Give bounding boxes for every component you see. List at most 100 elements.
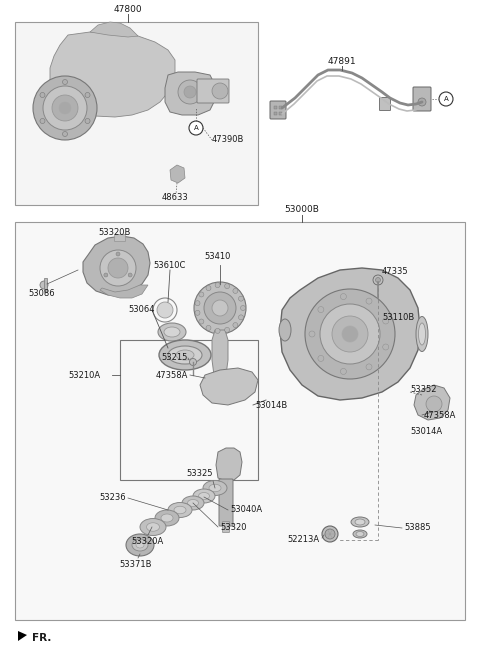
Circle shape [340, 369, 347, 374]
Circle shape [100, 250, 136, 286]
Text: 53320: 53320 [220, 522, 247, 532]
FancyBboxPatch shape [115, 235, 125, 242]
Ellipse shape [126, 534, 154, 556]
Text: 47335: 47335 [382, 267, 408, 277]
FancyBboxPatch shape [270, 101, 286, 119]
Circle shape [320, 304, 380, 364]
Circle shape [85, 118, 90, 124]
Polygon shape [100, 285, 148, 298]
Ellipse shape [158, 323, 186, 341]
Bar [279, 106, 282, 109]
Text: 47891: 47891 [328, 58, 356, 66]
Bar [274, 106, 277, 109]
Circle shape [215, 328, 220, 333]
Ellipse shape [168, 503, 192, 518]
Text: 53210A: 53210A [68, 371, 100, 380]
Circle shape [204, 292, 236, 324]
Text: 53014B: 53014B [255, 401, 287, 409]
Circle shape [212, 300, 228, 316]
Circle shape [375, 277, 381, 283]
Circle shape [322, 526, 338, 542]
Text: 53325: 53325 [187, 469, 213, 478]
Ellipse shape [203, 480, 227, 495]
Text: 47800: 47800 [114, 5, 142, 14]
Circle shape [195, 301, 200, 306]
Ellipse shape [351, 517, 369, 527]
Circle shape [33, 76, 97, 140]
Ellipse shape [188, 499, 199, 507]
Circle shape [178, 80, 202, 104]
Circle shape [418, 98, 426, 106]
Bar [44, 278, 47, 292]
Circle shape [62, 79, 68, 85]
Circle shape [439, 92, 453, 106]
Text: 53000B: 53000B [285, 206, 319, 214]
Circle shape [40, 118, 45, 124]
Ellipse shape [155, 510, 179, 526]
Circle shape [325, 529, 335, 539]
Circle shape [190, 359, 196, 365]
Bar [120, 340, 258, 480]
Ellipse shape [161, 514, 173, 522]
Ellipse shape [209, 484, 221, 491]
Polygon shape [414, 385, 450, 420]
Circle shape [194, 282, 246, 334]
Circle shape [239, 296, 243, 301]
Polygon shape [216, 448, 242, 481]
Circle shape [40, 93, 45, 97]
FancyBboxPatch shape [197, 79, 229, 103]
Text: 53352: 53352 [410, 386, 436, 394]
Bar [279, 112, 282, 115]
Text: FR.: FR. [32, 633, 51, 643]
Circle shape [383, 318, 389, 324]
Circle shape [206, 286, 211, 290]
Circle shape [62, 131, 68, 137]
Circle shape [239, 315, 243, 320]
Text: 47390B: 47390B [212, 135, 244, 145]
Text: 52213A: 52213A [288, 535, 320, 545]
Circle shape [206, 325, 211, 330]
Ellipse shape [168, 346, 202, 364]
Circle shape [225, 327, 229, 332]
Ellipse shape [355, 519, 365, 525]
Circle shape [318, 307, 324, 313]
Text: 53040A: 53040A [230, 505, 262, 514]
Polygon shape [165, 72, 215, 115]
Text: 53215: 53215 [162, 353, 188, 363]
Circle shape [342, 326, 358, 342]
FancyBboxPatch shape [380, 97, 391, 110]
FancyBboxPatch shape [413, 87, 431, 111]
Circle shape [40, 281, 48, 289]
Text: 47358A: 47358A [424, 411, 456, 420]
Text: 53410: 53410 [205, 252, 231, 261]
Circle shape [426, 396, 442, 412]
Ellipse shape [176, 350, 194, 360]
Circle shape [189, 121, 203, 135]
Text: 53371B: 53371B [120, 560, 152, 569]
Circle shape [383, 344, 389, 350]
Bar [15, 22, 258, 205]
Ellipse shape [136, 542, 144, 548]
Circle shape [332, 316, 368, 352]
Circle shape [373, 275, 383, 285]
Circle shape [240, 306, 245, 311]
Text: 53014A: 53014A [410, 428, 442, 436]
Ellipse shape [419, 323, 425, 345]
Ellipse shape [174, 507, 186, 514]
Circle shape [340, 294, 347, 300]
Text: 53236: 53236 [99, 493, 126, 503]
Circle shape [233, 288, 238, 294]
Circle shape [128, 273, 132, 277]
Circle shape [184, 86, 196, 98]
Polygon shape [83, 236, 150, 295]
Text: A: A [444, 96, 448, 102]
Polygon shape [50, 32, 175, 117]
Circle shape [309, 331, 315, 337]
Text: 53064: 53064 [128, 306, 155, 315]
Polygon shape [170, 165, 185, 183]
Text: 48633: 48633 [162, 194, 188, 202]
Text: 53320A: 53320A [132, 537, 164, 546]
Ellipse shape [279, 319, 291, 341]
Circle shape [199, 319, 204, 324]
Text: 53885: 53885 [404, 524, 431, 533]
